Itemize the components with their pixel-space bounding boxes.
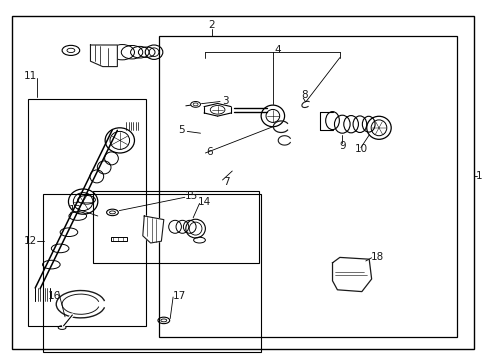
Polygon shape: [90, 45, 117, 67]
Text: 10: 10: [354, 144, 366, 154]
Polygon shape: [332, 257, 371, 292]
Bar: [111, 237, 127, 241]
Text: 8: 8: [301, 90, 307, 100]
Polygon shape: [142, 216, 163, 243]
Text: 1: 1: [475, 171, 482, 181]
Text: 6: 6: [205, 147, 212, 157]
Bar: [43, 194, 260, 352]
Text: 13: 13: [69, 204, 82, 215]
Text: 9: 9: [338, 141, 345, 151]
Text: 5: 5: [178, 125, 185, 135]
Text: 16: 16: [48, 291, 61, 301]
Text: 12: 12: [23, 236, 37, 246]
Text: 7: 7: [223, 177, 229, 187]
Text: 3: 3: [222, 96, 229, 106]
Text: 4: 4: [274, 45, 281, 55]
Text: 18: 18: [370, 252, 384, 262]
Text: 2: 2: [208, 20, 215, 30]
Text: 11: 11: [23, 71, 37, 81]
Text: 17: 17: [172, 291, 186, 301]
Text: 15: 15: [184, 191, 198, 201]
Bar: [28, 99, 145, 326]
Bar: [159, 36, 456, 337]
Bar: [93, 191, 259, 263]
Text: 14: 14: [197, 197, 211, 207]
